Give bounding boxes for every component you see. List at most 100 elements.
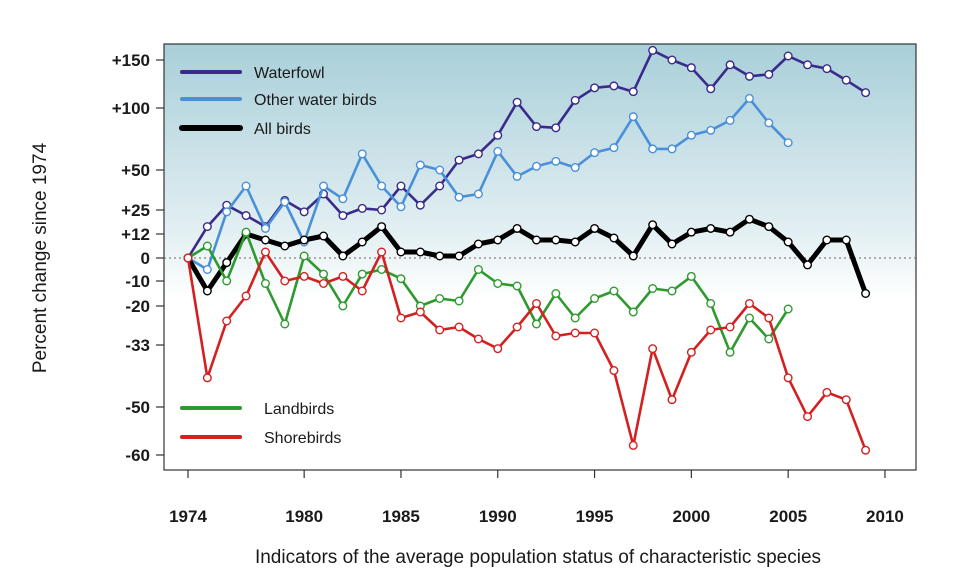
- data-point: [319, 269, 329, 279]
- data-point: [667, 286, 677, 296]
- data-point: [435, 181, 445, 191]
- data-point: [241, 227, 251, 237]
- data-point: [531, 161, 541, 171]
- data-point: [783, 51, 793, 61]
- data-point: [415, 160, 425, 170]
- data-point: [299, 271, 309, 281]
- data-point: [299, 207, 309, 217]
- data-point: [725, 60, 735, 70]
- data-point: [473, 239, 483, 249]
- data-point: [744, 71, 754, 81]
- data-point: [841, 395, 851, 405]
- data-point: [319, 279, 329, 289]
- data-point: [396, 202, 406, 212]
- data-point: [725, 115, 735, 125]
- data-point: [551, 289, 561, 299]
- data-point: [222, 316, 232, 326]
- data-point: [280, 276, 290, 286]
- data-point: [648, 144, 658, 154]
- x-axis: 1974 1980 1985 1990 1995 2000 2005 2010: [169, 470, 904, 526]
- data-point: [473, 189, 483, 199]
- data-point: [512, 322, 522, 332]
- data-point: [241, 291, 251, 301]
- legend-item-shorebirds: Shorebirds: [180, 430, 341, 447]
- data-point: [338, 301, 348, 311]
- data-point: [377, 205, 387, 215]
- legend-label: All birds: [254, 121, 311, 138]
- y-tick-label: -33: [125, 336, 150, 355]
- x-tick-label: 2010: [866, 507, 904, 526]
- y-tick-label: -10: [125, 272, 150, 291]
- data-point: [764, 313, 774, 323]
- data-point: [435, 251, 445, 261]
- data-point: [415, 200, 425, 210]
- legend-label: Shorebirds: [264, 430, 341, 447]
- legend-item-other-water-birds: Other water birds: [180, 92, 377, 109]
- y-tick-label: +12: [121, 225, 150, 244]
- data-point: [473, 334, 483, 344]
- y-tick-label: -20: [125, 297, 150, 316]
- data-point: [357, 149, 367, 159]
- data-point: [454, 192, 464, 202]
- data-point: [493, 279, 503, 289]
- data-point: [744, 313, 754, 323]
- y-tick-label: +150: [112, 51, 150, 70]
- data-point: [473, 265, 483, 275]
- data-point: [706, 299, 716, 309]
- data-point: [512, 171, 522, 181]
- data-point: [435, 165, 445, 175]
- y-tick-label: +50: [121, 161, 150, 180]
- y-tick-label: 0: [141, 249, 150, 268]
- data-point: [260, 247, 270, 257]
- data-point: [493, 130, 503, 140]
- data-point: [628, 112, 638, 122]
- data-point: [222, 207, 232, 217]
- data-point: [764, 222, 774, 232]
- data-point: [396, 247, 406, 257]
- data-point: [861, 445, 871, 455]
- data-point: [783, 138, 793, 148]
- data-point: [473, 149, 483, 159]
- data-point: [531, 299, 541, 309]
- legend-item-all-birds: All birds: [179, 121, 311, 138]
- data-point: [841, 235, 851, 245]
- data-point: [357, 203, 367, 213]
- data-point: [648, 344, 658, 354]
- data-point: [531, 235, 541, 245]
- data-point: [628, 251, 638, 261]
- x-axis-title: Indicators of the average population sta…: [255, 547, 821, 568]
- data-point: [570, 313, 580, 323]
- data-point: [338, 251, 348, 261]
- data-point: [493, 235, 503, 245]
- data-point: [590, 328, 600, 338]
- data-point: [202, 241, 212, 251]
- data-point: [570, 163, 580, 173]
- data-point: [202, 373, 212, 383]
- data-point: [377, 181, 387, 191]
- data-point: [435, 294, 445, 304]
- y-tick-label: -50: [125, 398, 150, 417]
- x-tick-label: 1990: [479, 507, 517, 526]
- data-point: [783, 237, 793, 247]
- data-point: [648, 45, 658, 55]
- data-point: [280, 319, 290, 329]
- data-point: [454, 155, 464, 165]
- data-point: [706, 325, 716, 335]
- data-point: [512, 223, 522, 233]
- data-point: [570, 237, 580, 247]
- data-point: [512, 97, 522, 107]
- data-point: [803, 260, 813, 270]
- data-point: [551, 123, 561, 133]
- series-layer: [183, 45, 871, 455]
- legend: Waterfowl Other water birds All birds Landb…: [179, 65, 377, 447]
- data-point: [590, 223, 600, 233]
- data-point: [609, 366, 619, 376]
- data-point: [841, 75, 851, 85]
- data-point: [512, 281, 522, 291]
- data-point: [686, 347, 696, 357]
- data-point: [648, 284, 658, 294]
- data-point: [551, 235, 561, 245]
- data-point: [280, 197, 290, 207]
- legend-label: Waterfowl: [254, 65, 325, 82]
